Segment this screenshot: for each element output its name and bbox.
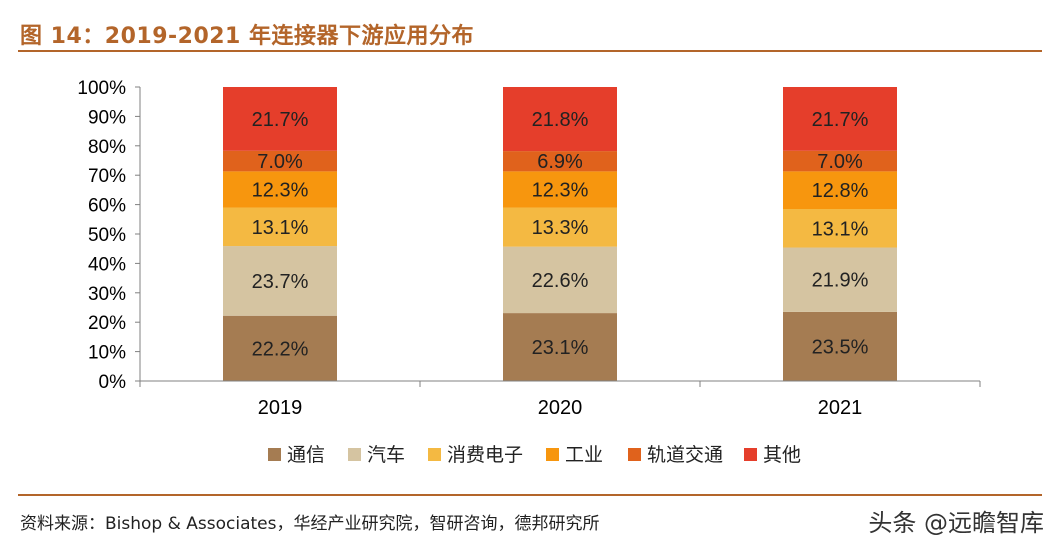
title-divider [18, 50, 1042, 52]
y-tick-label: 40% [88, 254, 126, 275]
x-category-label: 2021 [818, 397, 863, 419]
source-divider [18, 494, 1042, 496]
data-label: 23.1% [532, 337, 589, 359]
bar-segment [783, 171, 897, 210]
y-tick-label: 30% [88, 284, 126, 305]
bar-segment [223, 171, 337, 208]
bar-segment [223, 150, 337, 172]
y-tick-label: 0% [99, 372, 127, 393]
data-label: 12.3% [532, 179, 589, 201]
data-label: 13.1% [252, 217, 309, 239]
data-label: 23.5% [812, 336, 869, 358]
data-label: 22.6% [532, 270, 589, 292]
y-tick-label: 90% [88, 107, 126, 128]
data-label: 21.7% [252, 109, 309, 131]
y-tick-label: 10% [88, 343, 126, 364]
legend-label: 消费电子 [447, 444, 523, 466]
bar-segment [783, 247, 897, 312]
bar-segment [783, 209, 897, 248]
y-tick-label: 70% [88, 166, 126, 187]
stacked-bar-chart: 0%10%20%30%40%50%60%70%80%90%100% 22.2%2… [77, 78, 981, 466]
bar-segment [783, 150, 897, 172]
bar-segment [503, 207, 617, 247]
bars: 22.2% 23.7% 13.1% 12.3% 7.0% 21.7% 23.1% 22.6% 1… [223, 87, 897, 381]
legend-swatch [546, 448, 559, 461]
bar-segment [503, 171, 617, 208]
y-tick-label: 60% [88, 196, 126, 217]
data-label: 21.7% [812, 109, 869, 131]
legend-swatch [268, 448, 281, 461]
bar-segment [503, 313, 617, 381]
data-label: 13.1% [812, 218, 869, 240]
bar-segment [223, 246, 337, 316]
bar-segment [783, 87, 897, 151]
bar-segment [503, 151, 617, 172]
legend-label: 其他 [763, 444, 801, 466]
y-tick-label: 100% [77, 78, 126, 99]
data-label: 7.0% [817, 151, 863, 173]
legend-swatch [628, 448, 641, 461]
watermark: 头条 @远瞻智库 [868, 509, 1044, 537]
data-label: 13.3% [532, 217, 589, 239]
legend-label: 轨道交通 [647, 444, 723, 466]
bar-segment [223, 207, 337, 247]
data-label: 23.7% [252, 271, 309, 293]
bar-segment [503, 246, 617, 314]
legend-swatch [428, 448, 441, 461]
legend-label: 通信 [287, 444, 325, 466]
legend-label: 汽车 [367, 444, 405, 466]
data-label: 12.3% [252, 179, 309, 201]
figure-title: 图 14：2019-2021 年连接器下游应用分布 [20, 24, 475, 49]
y-axis: 0% 10% 20% 30% 40% 50% 60% 70% 80% 90% 100% [77, 78, 141, 393]
data-label: 6.9% [537, 151, 583, 173]
y-tick-label: 80% [88, 137, 126, 158]
x-axis: 2019 2020 2021 [139, 380, 981, 419]
bar-segment [783, 311, 897, 381]
legend-swatch [348, 448, 361, 461]
data-label: 7.0% [257, 151, 303, 173]
x-category-label: 2020 [538, 397, 583, 419]
x-category-label: 2019 [258, 397, 303, 419]
bar-segment [503, 87, 617, 152]
data-label: 21.9% [812, 270, 869, 292]
y-tick-label: 50% [88, 225, 126, 246]
legend-swatch [744, 448, 757, 461]
data-label: 21.8% [532, 109, 589, 131]
legend-label: 工业 [565, 444, 603, 466]
bar-segment [223, 87, 337, 151]
source-note: 资料来源：Bishop & Associates，华经产业研究院，智研咨询，德邦… [20, 514, 600, 534]
data-label: 12.8% [812, 180, 869, 202]
y-tick-label: 20% [88, 313, 126, 334]
data-label: 22.2% [252, 338, 309, 360]
legend: 通信 汽车 消费电子 工业 轨道交通 其他 [268, 444, 801, 466]
bar-segment [223, 315, 337, 381]
